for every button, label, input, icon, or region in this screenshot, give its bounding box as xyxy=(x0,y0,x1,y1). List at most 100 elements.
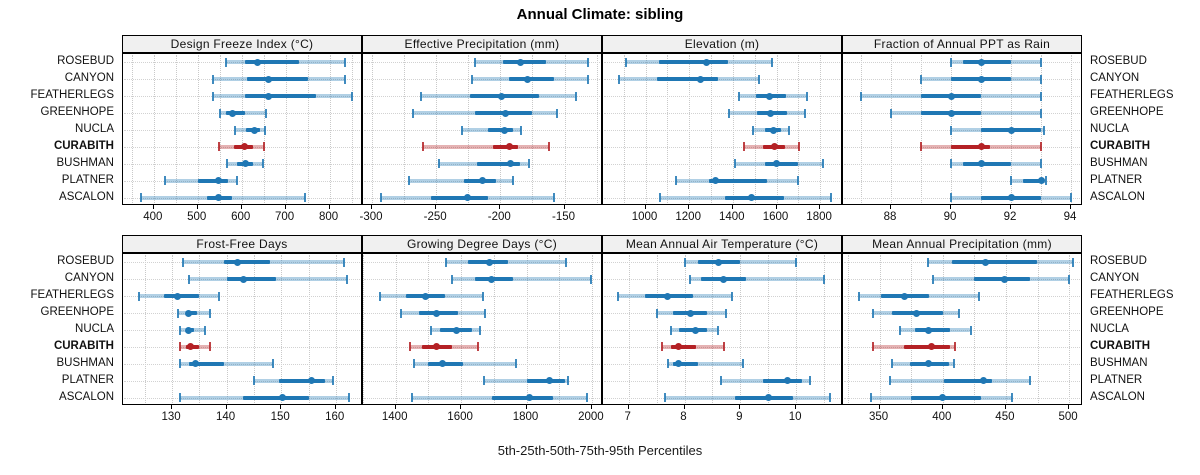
whisker-cap-5th xyxy=(950,193,952,203)
whisker-cap-5th xyxy=(891,359,894,369)
whisker-cap-5th xyxy=(187,274,190,284)
site-label-right: PLATNER xyxy=(1090,373,1143,386)
axis-tick-label: -150 xyxy=(551,211,576,223)
median-dot xyxy=(947,109,955,117)
panel-plot xyxy=(122,53,362,205)
whisker-cap-95th xyxy=(565,257,568,267)
site-label-left: ASCALON xyxy=(59,190,114,203)
iqr-band-25-75 xyxy=(491,395,553,400)
median-dot xyxy=(977,58,985,66)
axis-tick-label: 450 xyxy=(995,411,1015,423)
axis-tick xyxy=(795,405,797,409)
median-dot xyxy=(502,109,509,117)
axis-tick-label: 700 xyxy=(275,211,295,223)
median-dot xyxy=(977,160,985,168)
axis-tick xyxy=(284,205,286,209)
axis-tick xyxy=(152,205,154,209)
gridline-horizontal xyxy=(844,130,1080,131)
axis-tick xyxy=(627,405,629,409)
whisker-cap-95th xyxy=(332,376,334,386)
axis-tick-label: 2000 xyxy=(578,411,604,423)
axis-tick-label: 10 xyxy=(788,411,802,423)
axis-tick xyxy=(328,205,330,209)
median-dot xyxy=(241,143,249,151)
panel-header: Effective Precipitation (mm) xyxy=(362,35,602,53)
axis-tick-label: 94 xyxy=(1063,211,1077,223)
gridline-vertical xyxy=(740,255,742,403)
gridline-vertical xyxy=(307,55,309,203)
site-label-left: CANYON xyxy=(64,72,114,85)
whisker-range-5-95 xyxy=(180,361,273,366)
whisker-cap-5th xyxy=(872,342,875,352)
whisker-cap-5th xyxy=(890,108,892,118)
whisker-cap-5th xyxy=(661,342,664,352)
gridline-vertical xyxy=(796,255,798,403)
median-dot xyxy=(773,160,780,168)
whisker-cap-95th xyxy=(477,342,480,352)
whisker-cap-5th xyxy=(618,74,621,84)
axis-tick-label: 1000 xyxy=(631,211,658,223)
iqr-band-25-75 xyxy=(951,144,990,149)
panel-plot xyxy=(362,53,602,205)
whisker-cap-95th xyxy=(1040,57,1042,67)
gridline-vertical xyxy=(591,255,593,403)
whisker-cap-95th xyxy=(344,57,346,67)
whisker-range-5-95 xyxy=(451,277,592,282)
site-label-left: PLATNER xyxy=(61,173,114,186)
whisker-cap-95th xyxy=(969,325,972,335)
axis-tick-label: 800 xyxy=(319,211,339,223)
gridline-horizontal xyxy=(844,62,1080,64)
whisker-cap-5th xyxy=(858,291,861,301)
whisker-cap-5th xyxy=(252,376,255,386)
median-dot xyxy=(265,75,273,83)
iqr-band-25-75 xyxy=(163,294,200,299)
gridline-vertical xyxy=(559,255,561,403)
whisker-cap-95th xyxy=(272,359,274,369)
gridline-vertical xyxy=(824,255,825,403)
whisker-cap-5th xyxy=(225,57,228,67)
gridline-horizontal xyxy=(604,79,840,81)
site-label-right: NUCLA xyxy=(1090,323,1129,335)
axis-tick-label: 500 xyxy=(1058,411,1078,423)
whisker-cap-95th xyxy=(798,142,801,152)
gridline-horizontal xyxy=(124,62,360,64)
gridline-horizontal xyxy=(124,397,360,399)
panel-plot xyxy=(602,53,842,205)
iqr-band-25-75 xyxy=(226,111,246,116)
gridline-vertical xyxy=(468,55,470,203)
gridline-vertical xyxy=(1071,55,1072,203)
median-dot xyxy=(215,194,223,202)
whisker-cap-5th xyxy=(163,176,166,186)
whisker-cap-5th xyxy=(411,393,413,403)
whisker-cap-5th xyxy=(898,325,901,335)
gridline-horizontal xyxy=(604,380,840,382)
gridline-horizontal xyxy=(124,197,360,199)
gridline-horizontal xyxy=(844,363,1080,365)
gridline-vertical xyxy=(363,255,364,403)
whisker-cap-95th xyxy=(481,291,484,301)
iqr-band-25-75 xyxy=(247,77,308,82)
median-dot xyxy=(979,377,987,385)
median-dot xyxy=(664,292,672,300)
whisker-cap-95th xyxy=(575,91,577,101)
median-dot xyxy=(439,360,447,368)
gridline-horizontal xyxy=(124,380,360,382)
axis-tick-label: -300 xyxy=(359,211,383,223)
axis-tick xyxy=(644,205,646,209)
axis-tick xyxy=(890,205,891,209)
whisker-cap-95th xyxy=(828,393,831,403)
iqr-band-25-75 xyxy=(764,161,799,166)
iqr-band-25-75 xyxy=(658,60,729,65)
whisker-cap-95th xyxy=(823,274,825,284)
iqr-band-25-75 xyxy=(243,395,309,400)
axis-tick-label: 9 xyxy=(736,411,743,423)
axis-tick-label: 1400 xyxy=(381,411,408,423)
whisker-cap-5th xyxy=(624,57,627,67)
median-dot xyxy=(927,343,935,351)
whisker-cap-95th xyxy=(1044,176,1047,186)
median-dot xyxy=(901,292,909,300)
site-label-left: BUSHMAN xyxy=(56,356,114,369)
whisker-cap-5th xyxy=(872,308,875,318)
site-label-right: ROSEBUD xyxy=(1090,255,1147,268)
gridline-horizontal xyxy=(604,397,840,399)
